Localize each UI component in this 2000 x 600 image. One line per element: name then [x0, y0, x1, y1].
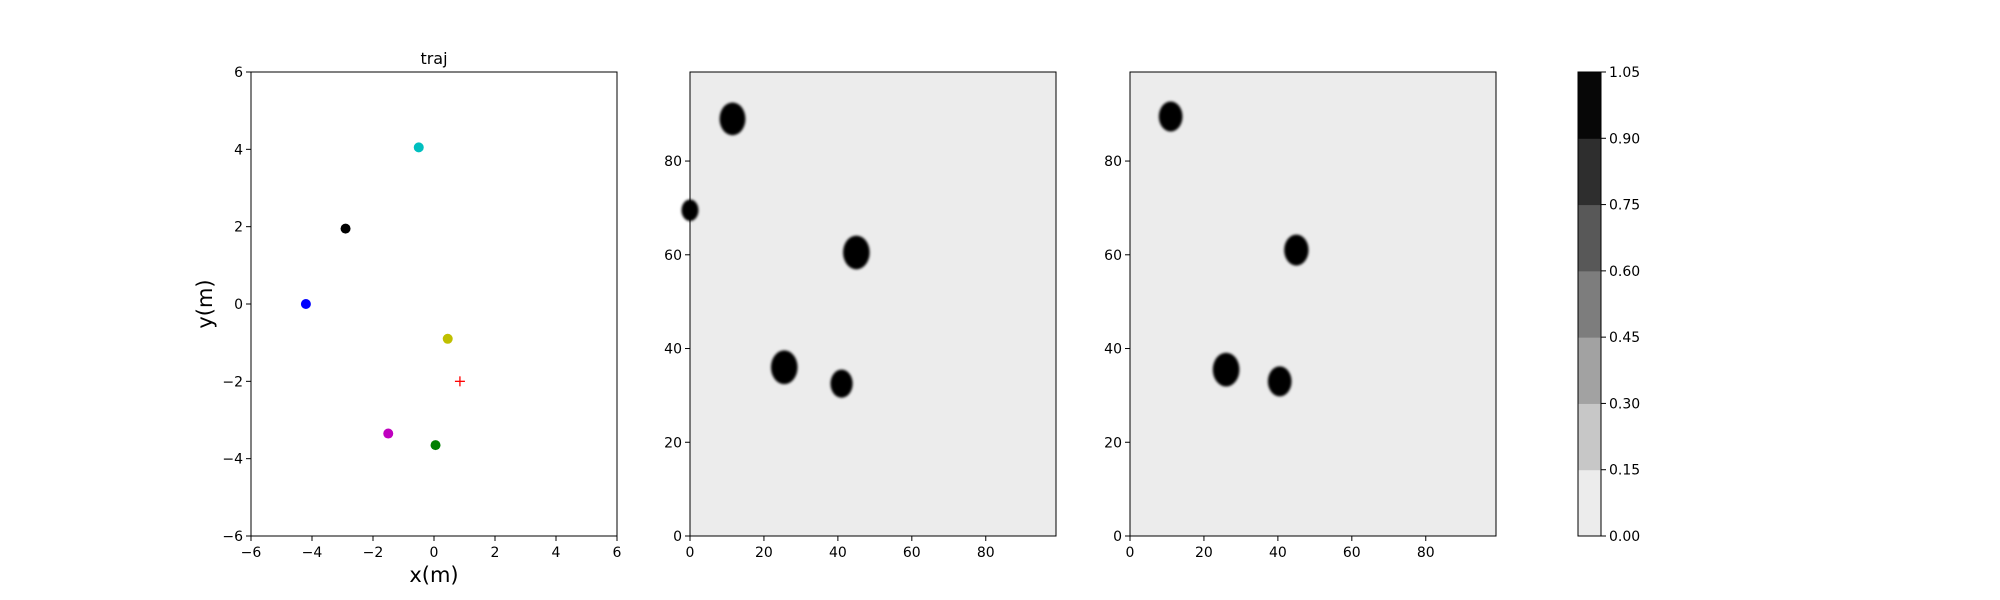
p0-y-tick-label: 2	[234, 220, 243, 236]
p1-y-tick-label: 40	[664, 342, 682, 358]
p1-y-tick-label: 20	[664, 435, 682, 451]
heatmap-panel-2: 0 20 40 60 80 0 20 40 60 80	[1104, 71, 1497, 561]
heatmap-2-obstacle-blob	[1284, 234, 1309, 266]
colorbar-tick-label: 0.00	[1609, 529, 1640, 545]
colorbar-ticks: 0.00 0.15 0.30 0.45 0.60 0.75 0.90 1.05	[1601, 65, 1640, 545]
traj-y-ticks: −6 −4 −2 0 2 4 6	[222, 65, 251, 545]
p0-x-tick-label: 4	[552, 545, 561, 561]
heatmap-1-y-ticks: 0 20 40 60 80	[664, 154, 690, 545]
p1-x-tick-label: 80	[977, 545, 995, 561]
p0-x-tick-label: −4	[302, 545, 323, 561]
colorbar-level	[1578, 204, 1601, 272]
colorbar-tick-label: 0.60	[1609, 264, 1640, 280]
p2-x-tick-label: 40	[1269, 545, 1287, 561]
traj-panel: traj −6 −4 −2 0 2 4 6 −6 −4 −2 0 2 4 6 x(m) y(m)	[193, 49, 622, 587]
heatmap-1-obstacle-blob	[843, 235, 870, 270]
colorbar-tick-label: 0.45	[1609, 330, 1640, 346]
traj-point	[430, 440, 441, 451]
p0-x-tick-label: −6	[241, 545, 262, 561]
heatmap-2-background	[1130, 72, 1496, 536]
traj-y-label: y(m)	[193, 279, 217, 328]
p2-y-tick-label: 80	[1104, 154, 1122, 170]
heatmap-1-background	[690, 72, 1056, 536]
p0-y-tick-label: 4	[234, 142, 243, 158]
p0-y-tick-label: 0	[234, 297, 243, 313]
heatmap-1-blobs	[681, 102, 870, 398]
p1-y-tick-label: 60	[664, 248, 682, 264]
p2-y-tick-label: 40	[1104, 342, 1122, 358]
traj-title: traj	[420, 49, 447, 68]
heatmap-1-frame	[689, 71, 1057, 537]
traj-point	[413, 142, 424, 153]
traj-point	[442, 333, 453, 344]
p0-y-tick-label: −6	[222, 529, 243, 545]
p2-x-tick-label: 20	[1195, 545, 1213, 561]
colorbar-frame	[1577, 71, 1602, 537]
heatmap-panel-1: 0 20 40 60 80 0 20 40 60 80	[664, 71, 1057, 561]
heatmap-2-frame	[1129, 71, 1497, 537]
colorbar: 0.00 0.15 0.30 0.45 0.60 0.75 0.90 1.05	[1577, 65, 1640, 545]
colorbar-tick-label: 0.90	[1609, 131, 1640, 147]
traj-x-label: x(m)	[409, 563, 458, 587]
p0-x-tick-label: 2	[491, 545, 500, 561]
traj-point	[383, 428, 394, 439]
heatmap-2-x-ticks: 0 20 40 60 80	[1126, 536, 1435, 561]
p1-y-tick-label: 80	[664, 154, 682, 170]
p1-y-tick-label: 0	[673, 529, 682, 545]
colorbar-level	[1578, 337, 1601, 404]
heatmap-2-obstacle-blob	[1212, 352, 1240, 387]
p1-x-tick-label: 60	[903, 545, 921, 561]
heatmap-1-obstacle-blob	[830, 369, 853, 398]
p0-x-tick-label: 6	[613, 545, 622, 561]
colorbar-tick-label: 0.15	[1609, 463, 1640, 479]
colorbar-level	[1578, 72, 1601, 139]
heatmap-2-y-ticks: 0 20 40 60 80	[1104, 154, 1130, 545]
p0-y-tick-label: 6	[234, 65, 243, 81]
p2-y-tick-label: 20	[1104, 435, 1122, 451]
target-plus-marker	[454, 376, 465, 387]
p1-x-tick-label: 20	[755, 545, 773, 561]
p1-x-tick-label: 40	[829, 545, 847, 561]
heatmap-1-obstacle-blob	[770, 350, 798, 385]
colorbar-tick-label: 0.75	[1609, 198, 1640, 214]
p1-x-tick-label: 0	[686, 545, 695, 561]
colorbar-level	[1578, 403, 1601, 471]
traj-point	[340, 223, 351, 234]
colorbar-levels	[1578, 72, 1601, 537]
p2-x-tick-label: 60	[1343, 545, 1361, 561]
p2-y-tick-label: 60	[1104, 248, 1122, 264]
p0-x-tick-label: −2	[363, 545, 384, 561]
colorbar-level	[1578, 270, 1601, 338]
colorbar-tick-label: 1.05	[1609, 65, 1640, 81]
colorbar-level	[1578, 138, 1601, 206]
colorbar-level	[1578, 469, 1601, 537]
p0-x-tick-label: 0	[430, 545, 439, 561]
traj-x-ticks: −6 −4 −2 0 2 4 6	[241, 536, 622, 561]
heatmap-1-obstacle-blob	[719, 102, 746, 136]
heatmap-2-obstacle-blob	[1158, 101, 1183, 132]
p2-y-tick-label: 0	[1113, 529, 1122, 545]
colorbar-tick-label: 0.30	[1609, 396, 1640, 412]
p0-y-tick-label: −2	[222, 374, 243, 390]
p2-x-tick-label: 0	[1126, 545, 1135, 561]
p2-x-tick-label: 80	[1417, 545, 1435, 561]
traj-point	[300, 299, 311, 309]
heatmap-1-x-ticks: 0 20 40 60 80	[686, 536, 995, 561]
traj-points	[300, 142, 465, 451]
p0-y-tick-label: −4	[222, 452, 243, 468]
heatmap-2-obstacle-blob	[1267, 366, 1292, 397]
heatmap-2-blobs	[1158, 101, 1309, 397]
